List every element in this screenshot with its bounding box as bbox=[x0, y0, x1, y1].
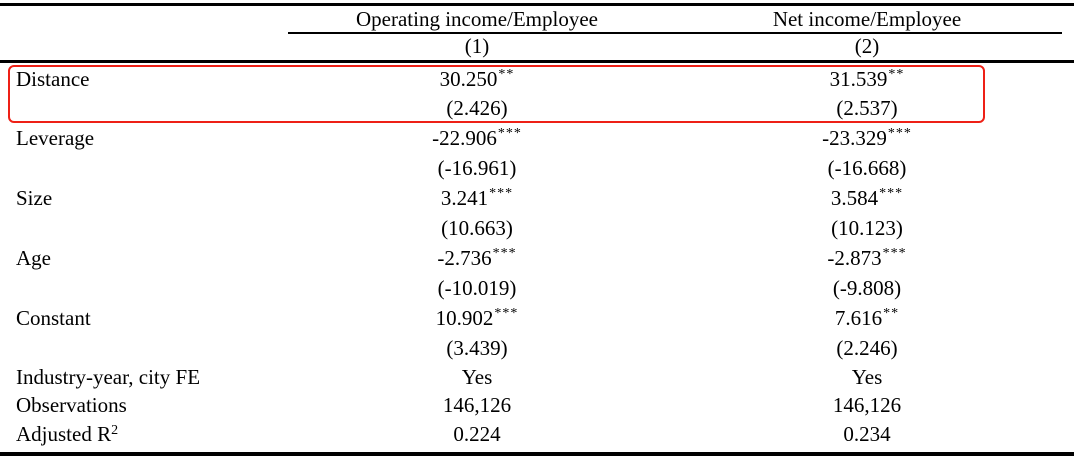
col-number-2: (2) bbox=[854, 33, 880, 58]
coef-cell: -2.873*** bbox=[672, 246, 1062, 270]
tstat-value: (10.663) bbox=[441, 216, 513, 240]
row-label: Observations bbox=[16, 393, 127, 417]
coef-cell: 10.902*** bbox=[282, 306, 672, 330]
row-label: Industry-year, city FE bbox=[16, 365, 201, 389]
significance-stars: *** bbox=[887, 126, 912, 141]
coef-value: 3.584 bbox=[830, 186, 879, 210]
significance-stars: *** bbox=[492, 246, 517, 261]
col-header-net-income: Net income/Employee bbox=[772, 6, 962, 31]
coef-cell: 3.584*** bbox=[672, 186, 1062, 210]
table-row-age-coef: Age -2.736*** -2.873*** bbox=[0, 243, 1062, 274]
coef-value: -22.906 bbox=[432, 126, 497, 150]
table-row-constant-coef: Constant 10.902*** 7.616** bbox=[0, 303, 1062, 334]
table-row-observations: Observations 146,126 146,126 bbox=[0, 392, 1062, 419]
col-header-operating-income: Operating income/Employee bbox=[355, 6, 598, 31]
col-number-1: (1) bbox=[464, 33, 490, 58]
coef-cell: -2.736*** bbox=[282, 246, 672, 270]
table-row-age-tstat: (-10.019) (-9.808) bbox=[0, 274, 1062, 303]
row-label: Leverage bbox=[16, 126, 95, 150]
coef-cell: 3.241*** bbox=[282, 186, 672, 210]
summary-value: Yes bbox=[461, 365, 493, 389]
row-label: Distance bbox=[16, 67, 90, 91]
tstat-value: (10.123) bbox=[831, 216, 903, 240]
coef-value: 31.539 bbox=[829, 67, 888, 91]
significance-stars: *** bbox=[494, 306, 519, 321]
tstat-value: (-16.961) bbox=[437, 156, 517, 180]
column-group-underline bbox=[288, 32, 1062, 34]
row-label: Adjusted R2 bbox=[0, 421, 282, 446]
header-separator-rule bbox=[0, 60, 1074, 63]
table-content: Operating income/Employee Net income/Emp… bbox=[0, 6, 1062, 449]
summary-value: 146,126 bbox=[442, 393, 512, 417]
coef-value: -2.873 bbox=[827, 246, 882, 270]
summary-value: 146,126 bbox=[832, 393, 902, 417]
significance-stars: ** bbox=[883, 306, 900, 321]
tstat-value: (-9.808) bbox=[832, 276, 902, 300]
row-label-text: Adjusted R bbox=[16, 421, 112, 446]
coef-value: -23.329 bbox=[822, 126, 887, 150]
table-row-distance-coef: Distance 30.250** 31.539** bbox=[0, 65, 1062, 94]
coef-value: 3.241 bbox=[440, 186, 489, 210]
summary-value: 0.234 bbox=[843, 421, 891, 446]
coef-value: 10.902 bbox=[435, 306, 494, 330]
tstat-value: (3.439) bbox=[446, 336, 508, 360]
coef-cell: -22.906*** bbox=[282, 126, 672, 150]
row-label: Size bbox=[16, 186, 53, 210]
significance-stars: *** bbox=[882, 246, 907, 261]
table-row-size-tstat: (10.663) (10.123) bbox=[0, 214, 1062, 243]
r-squared-exponent: 2 bbox=[111, 422, 119, 438]
coef-cell: 7.616** bbox=[672, 306, 1062, 330]
significance-stars: *** bbox=[879, 186, 904, 201]
tstat-value: (2.426) bbox=[446, 96, 508, 120]
tstat-value: (2.537) bbox=[836, 96, 898, 120]
coef-value: -2.736 bbox=[437, 246, 492, 270]
row-label: Constant bbox=[16, 306, 91, 330]
table-row-leverage-coef: Leverage -22.906*** -23.329*** bbox=[0, 123, 1062, 154]
table-row-size-coef: Size 3.241*** 3.584*** bbox=[0, 183, 1062, 214]
significance-stars: *** bbox=[497, 126, 522, 141]
significance-stars: ** bbox=[888, 67, 905, 82]
table-bottom-rule bbox=[0, 452, 1074, 456]
coef-cell: 30.250** bbox=[282, 67, 672, 91]
summary-value: 0.224 bbox=[453, 421, 501, 446]
tstat-value: (2.246) bbox=[836, 336, 898, 360]
table-row-distance-tstat: (2.426) (2.537) bbox=[0, 94, 1062, 123]
column-number-row: (1) (2) bbox=[0, 32, 1062, 60]
table-row-constant-tstat: (3.439) (2.246) bbox=[0, 334, 1062, 363]
table-top-rule bbox=[0, 3, 1074, 6]
significance-stars: *** bbox=[489, 186, 514, 201]
significance-stars: ** bbox=[498, 67, 515, 82]
coef-cell: 31.539** bbox=[672, 67, 1062, 91]
coef-value: 30.250 bbox=[439, 67, 498, 91]
tstat-value: (-16.668) bbox=[827, 156, 907, 180]
coef-cell: -23.329*** bbox=[672, 126, 1062, 150]
tstat-value: (-10.019) bbox=[437, 276, 517, 300]
table-row-fixed-effects: Industry-year, city FE Yes Yes bbox=[0, 363, 1062, 392]
table-row-adjusted-r2: Adjusted R2 0.224 0.234 bbox=[0, 419, 1062, 449]
column-group-header-row: Operating income/Employee Net income/Emp… bbox=[0, 6, 1062, 32]
highlight-box-distance-row bbox=[8, 65, 985, 123]
coef-value: 7.616 bbox=[834, 306, 883, 330]
table-row-leverage-tstat: (-16.961) (-16.668) bbox=[0, 154, 1062, 183]
row-label: Age bbox=[16, 246, 51, 270]
summary-value: Yes bbox=[851, 365, 883, 389]
